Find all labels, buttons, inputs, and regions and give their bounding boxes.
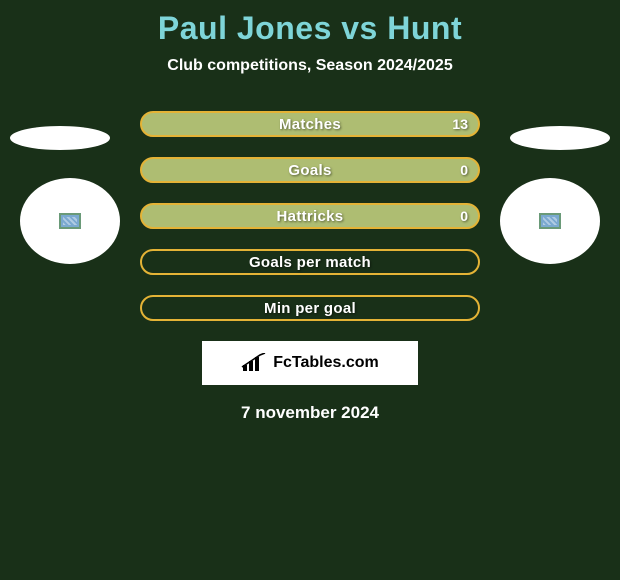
stat-value: 13 xyxy=(452,116,468,132)
page-title: Paul Jones vs Hunt xyxy=(0,0,620,47)
left-player-disc xyxy=(20,178,120,264)
brand-text: FcTables.com xyxy=(273,354,379,372)
stat-value: 0 xyxy=(460,162,468,178)
bar-chart-icon xyxy=(241,353,267,373)
page-subtitle: Club competitions, Season 2024/2025 xyxy=(0,57,620,75)
left-ellipse-decoration xyxy=(10,126,110,150)
stat-label: Goals per match xyxy=(249,254,371,271)
stat-row-matches: Matches 13 xyxy=(140,111,480,137)
brand-badge: FcTables.com xyxy=(202,341,418,385)
stats-container: Matches 13 Goals 0 Hattricks 0 Goals per… xyxy=(140,111,480,321)
placeholder-image-icon xyxy=(539,213,561,229)
placeholder-image-icon xyxy=(59,213,81,229)
stat-label: Matches xyxy=(279,116,341,133)
right-ellipse-decoration xyxy=(510,126,610,150)
stat-label: Goals xyxy=(288,162,331,179)
stat-label: Min per goal xyxy=(264,300,356,317)
date-text: 7 november 2024 xyxy=(0,403,620,423)
stat-value: 0 xyxy=(460,208,468,224)
stat-label: Hattricks xyxy=(277,208,344,225)
stat-row-hattricks: Hattricks 0 xyxy=(140,203,480,229)
stat-row-min-per-goal: Min per goal xyxy=(140,295,480,321)
stat-row-goals-per-match: Goals per match xyxy=(140,249,480,275)
stat-row-goals: Goals 0 xyxy=(140,157,480,183)
right-player-disc xyxy=(500,178,600,264)
